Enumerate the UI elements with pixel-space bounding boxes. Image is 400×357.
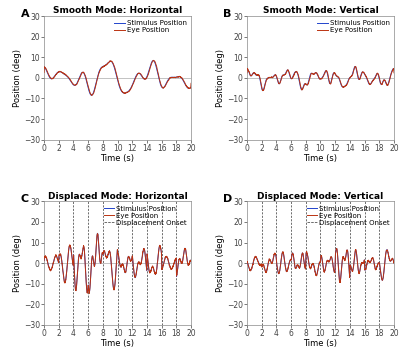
Text: D: D [224,194,233,204]
Title: Displaced Mode: Vertical: Displaced Mode: Vertical [257,192,384,201]
Legend: Stimulus Position, Eye Position: Stimulus Position, Eye Position [317,20,390,34]
Text: B: B [224,9,232,19]
Legend: Stimulus Position, Eye Position, Displacement Onset: Stimulus Position, Eye Position, Displac… [306,205,390,226]
Y-axis label: Position (deg): Position (deg) [13,234,22,292]
X-axis label: Time (s): Time (s) [304,340,338,348]
X-axis label: Time (s): Time (s) [304,154,338,163]
Text: C: C [20,194,28,204]
Y-axis label: Position (deg): Position (deg) [216,234,225,292]
Text: A: A [20,9,29,19]
Legend: Stimulus Position, Eye Position, Displacement Onset: Stimulus Position, Eye Position, Displac… [103,205,188,226]
Legend: Stimulus Position, Eye Position: Stimulus Position, Eye Position [114,20,188,34]
Title: Smooth Mode: Horizontal: Smooth Mode: Horizontal [53,6,182,15]
Title: Smooth Mode: Vertical: Smooth Mode: Vertical [262,6,378,15]
X-axis label: Time (s): Time (s) [100,154,134,163]
X-axis label: Time (s): Time (s) [100,340,134,348]
Title: Displaced Mode: Horizontal: Displaced Mode: Horizontal [48,192,188,201]
Y-axis label: Position (deg): Position (deg) [216,49,225,107]
Y-axis label: Position (deg): Position (deg) [13,49,22,107]
